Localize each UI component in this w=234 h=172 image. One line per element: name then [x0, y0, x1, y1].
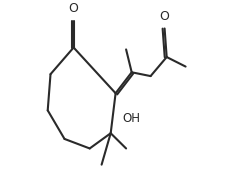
Text: O: O [69, 2, 79, 15]
Text: O: O [160, 10, 169, 23]
Text: OH: OH [123, 112, 141, 125]
